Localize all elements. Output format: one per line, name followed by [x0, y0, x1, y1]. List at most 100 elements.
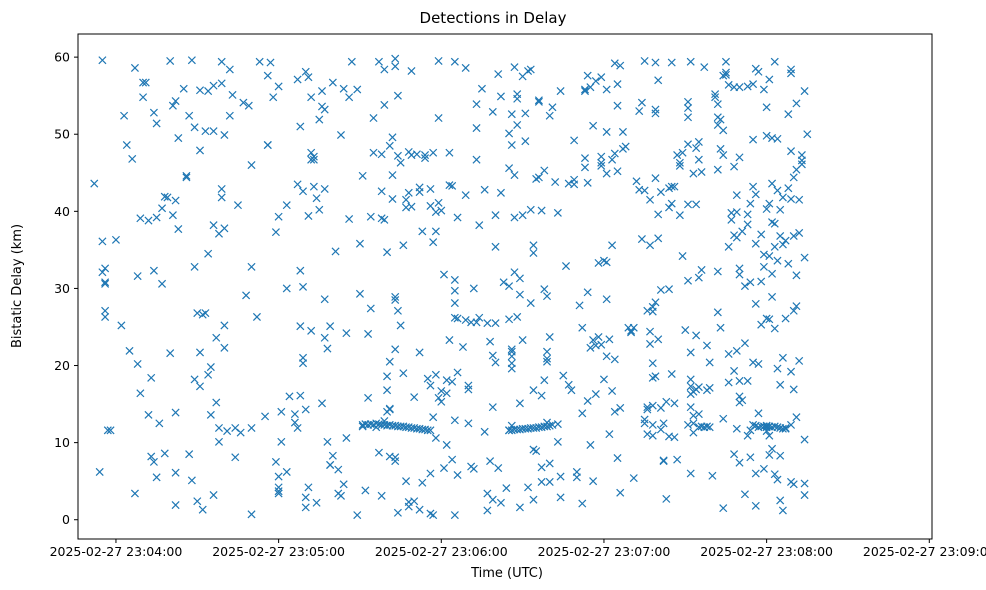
data-point-marker — [545, 477, 554, 486]
data-point-marker — [773, 475, 782, 484]
data-point-marker — [540, 376, 549, 385]
data-point-marker — [648, 401, 657, 410]
data-point-marker — [521, 137, 530, 146]
data-point-marker — [540, 285, 549, 294]
data-point-marker — [271, 228, 280, 237]
data-point-marker — [296, 122, 305, 131]
data-point-marker — [648, 359, 657, 368]
data-point-marker — [754, 67, 763, 76]
data-point-marker — [217, 79, 226, 88]
data-point-marker — [713, 100, 722, 109]
data-point-marker — [494, 70, 503, 79]
data-point-marker — [683, 113, 693, 122]
data-point-marker — [95, 467, 104, 476]
data-point-marker — [621, 142, 630, 151]
data-point-marker — [594, 332, 603, 342]
data-point-marker — [458, 342, 468, 352]
data-point-marker — [418, 478, 427, 487]
data-point-marker — [591, 77, 600, 86]
data-point-marker — [738, 396, 747, 405]
data-point-marker — [480, 427, 489, 436]
data-point-marker — [686, 469, 695, 478]
y-tick-label: 60 — [54, 50, 70, 65]
data-point-marker — [632, 177, 641, 186]
data-point-marker — [800, 491, 809, 500]
data-point-marker — [654, 76, 663, 85]
data-point-marker — [635, 107, 644, 116]
data-point-marker — [445, 181, 454, 190]
data-point-marker — [757, 277, 766, 286]
data-point-marker — [380, 417, 389, 426]
data-point-marker — [391, 453, 400, 462]
data-point-marker — [786, 65, 796, 74]
data-point-marker — [556, 87, 565, 96]
data-point-marker — [784, 259, 793, 268]
data-point-marker — [683, 97, 693, 106]
data-point-marker — [391, 345, 400, 354]
data-point-marker — [759, 262, 768, 271]
x-axis-label: Time (UTC) — [470, 566, 543, 581]
data-point-marker — [705, 383, 714, 392]
data-point-marker — [762, 131, 771, 140]
data-point-marker — [380, 65, 389, 74]
data-point-marker — [195, 348, 205, 357]
data-point-marker — [488, 107, 497, 116]
data-point-marker — [445, 336, 454, 345]
data-point-marker — [274, 489, 283, 498]
data-point-marker — [732, 346, 741, 355]
data-point-marker — [586, 440, 595, 449]
data-point-marker — [209, 221, 218, 230]
data-point-marker — [179, 84, 188, 93]
data-point-marker — [507, 345, 516, 354]
data-point-marker — [426, 426, 435, 435]
data-point-marker — [667, 199, 676, 208]
data-point-marker — [507, 347, 516, 356]
data-point-marker — [654, 335, 663, 344]
data-point-marker — [773, 186, 782, 195]
data-point-marker — [792, 99, 801, 108]
data-point-marker — [608, 155, 617, 164]
data-point-marker — [450, 416, 459, 425]
data-point-marker — [800, 87, 809, 96]
data-point-marker — [675, 211, 684, 220]
data-point-marker — [694, 383, 703, 392]
data-point-marker — [442, 389, 451, 398]
data-point-marker — [415, 348, 424, 357]
data-point-marker — [751, 239, 760, 248]
data-point-marker — [98, 268, 107, 277]
data-point-marker — [797, 160, 806, 169]
data-point-marker — [496, 188, 505, 197]
data-point-marker — [556, 472, 565, 481]
data-point-marker — [692, 331, 701, 340]
data-point-marker — [369, 114, 378, 123]
data-point-marker — [545, 332, 554, 342]
data-point-marker — [521, 109, 530, 118]
data-point-marker — [469, 284, 478, 293]
data-point-marker — [667, 182, 676, 191]
data-point-marker — [513, 94, 522, 103]
data-point-marker — [597, 73, 606, 82]
data-point-marker — [754, 409, 763, 418]
data-point-marker — [461, 191, 470, 200]
data-point-marker — [404, 188, 413, 197]
data-point-marker — [515, 274, 524, 283]
data-point-marker — [735, 458, 744, 467]
data-point-marker — [776, 380, 785, 389]
data-point-marker — [529, 495, 538, 504]
data-point-marker — [147, 373, 156, 382]
data-point-marker — [532, 447, 541, 456]
data-point-marker — [781, 423, 790, 433]
data-point-marker — [225, 65, 234, 74]
data-point-marker — [786, 367, 796, 376]
data-point-marker — [274, 212, 283, 221]
data-point-marker — [784, 184, 793, 193]
data-point-marker — [491, 319, 500, 328]
data-point-marker — [209, 491, 218, 500]
data-point-marker — [776, 205, 785, 214]
data-point-marker — [277, 437, 286, 446]
data-point-marker — [274, 483, 283, 492]
data-point-marker — [732, 424, 741, 433]
data-point-marker — [656, 285, 665, 294]
data-point-marker — [613, 454, 622, 463]
data-point-marker — [488, 495, 497, 504]
